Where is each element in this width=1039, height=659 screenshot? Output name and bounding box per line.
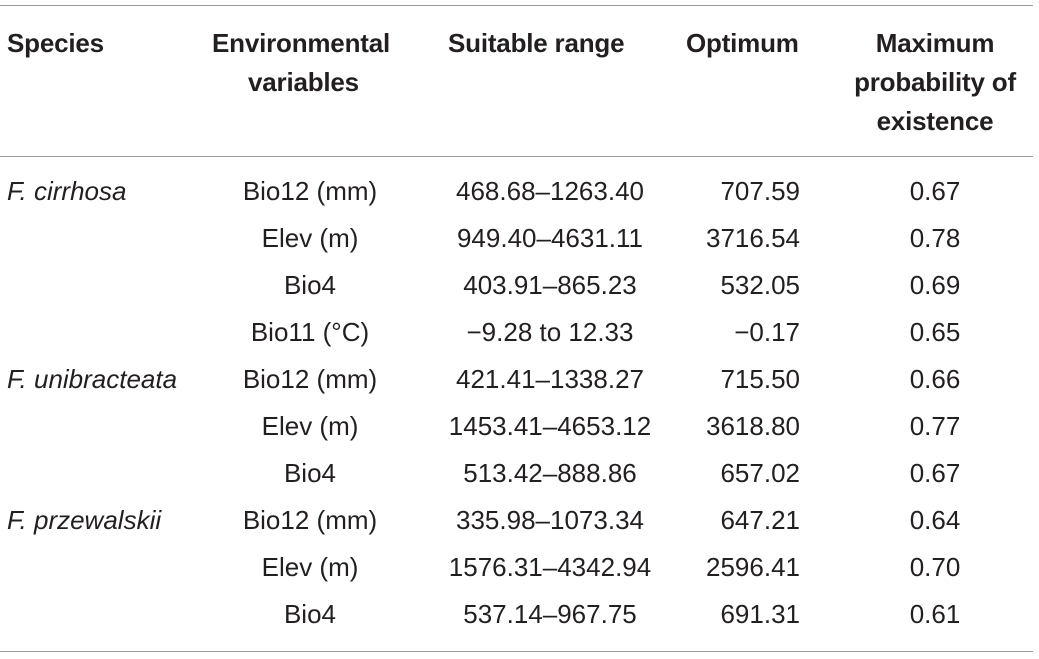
cell-suitable-range: 537.14–967.75 [463, 599, 637, 629]
table-row: F. unibracteata Bio12 (mm) 421.41–1338.27 7… [0, 356, 1039, 403]
cell-optimum: 657.02 [720, 458, 800, 488]
table-row: F. cirrhosa Bio12 (mm) 468.68–1263.40 707.5… [0, 168, 1039, 215]
header-maximum-probability: Maximum probability of existence [840, 24, 1030, 141]
cell-environmental-variable: Bio4 [283, 458, 337, 488]
header-max-line2: probability of [854, 67, 1016, 97]
table-row: Elev (m) 1453.41–4653.12 3618.80 0.77 [0, 403, 1039, 450]
cell-optimum: 707.59 [720, 176, 800, 206]
header-species: Species [7, 28, 104, 58]
cell-max-probability: 0.67 [909, 176, 961, 206]
cell-environmental-variable: Elev (m) [261, 411, 359, 441]
cell-suitable-range: 1576.31–4342.94 [448, 552, 652, 582]
cell-species: F. unibracteata [7, 364, 178, 394]
cell-max-probability: 0.64 [909, 505, 961, 535]
cell-max-probability: 0.61 [909, 599, 961, 629]
cell-optimum: 691.31 [720, 599, 800, 629]
cell-environmental-variable: Bio4 [283, 599, 337, 629]
table-row: Bio4 537.14–967.75 691.31 0.61 [0, 591, 1039, 638]
cell-environmental-variable: Bio12 (mm) [242, 176, 378, 206]
cell-suitable-range: 949.40–4631.11 [456, 223, 644, 253]
cell-species: F. przewalskii [7, 505, 162, 535]
cell-optimum: 647.21 [720, 505, 800, 535]
cell-suitable-range: −9.28 to 12.33 [466, 317, 634, 347]
header-suitable-range: Suitable range [448, 28, 625, 58]
cell-max-probability: 0.65 [909, 317, 961, 347]
table-row: Bio4 513.42–888.86 657.02 0.67 [0, 450, 1039, 497]
table-top-rule [0, 5, 1033, 6]
table-row: Elev (m) 1576.31–4342.94 2596.41 0.70 [0, 544, 1039, 591]
table-row: Bio11 (°C) −9.28 to 12.33 −0.17 0.65 [0, 309, 1039, 356]
header-env-line1: Environmental [212, 28, 390, 58]
cell-max-probability: 0.77 [909, 411, 961, 441]
cell-environmental-variable: Bio11 (°C) [250, 317, 370, 347]
cell-max-probability: 0.70 [909, 552, 961, 582]
cell-suitable-range: 468.68–1263.40 [456, 176, 644, 206]
cell-environmental-variable: Bio12 (mm) [242, 364, 378, 394]
table-row: Bio4 403.91–865.23 532.05 0.69 [0, 262, 1039, 309]
cell-environmental-variable: Elev (m) [261, 552, 359, 582]
header-max-line1: Maximum [875, 28, 995, 58]
header-optimum: Optimum [686, 28, 799, 58]
cell-environmental-variable: Bio4 [283, 270, 337, 300]
table-header-rule [0, 156, 1033, 157]
cell-environmental-variable: Bio12 (mm) [242, 505, 378, 535]
cell-optimum: −0.17 [734, 317, 800, 347]
header-environmental-variables: Environmental variables [212, 24, 412, 102]
cell-suitable-range: 513.42–888.86 [463, 458, 637, 488]
table-row: F. przewalskii Bio12 (mm) 335.98–1073.34 64… [0, 497, 1039, 544]
cell-suitable-range: 421.41–1338.27 [456, 364, 644, 394]
table-bottom-rule [0, 651, 1033, 652]
cell-optimum: 3716.54 [706, 223, 800, 253]
cell-max-probability: 0.78 [909, 223, 961, 253]
cell-optimum: 2596.41 [706, 552, 800, 582]
header-env-line2: variables [248, 67, 359, 97]
cell-max-probability: 0.69 [909, 270, 961, 300]
cell-optimum: 532.05 [720, 270, 800, 300]
cell-suitable-range: 335.98–1073.34 [456, 505, 644, 535]
cell-optimum: 715.50 [720, 364, 800, 394]
cell-max-probability: 0.66 [909, 364, 961, 394]
cell-optimum: 3618.80 [706, 411, 800, 441]
cell-suitable-range: 403.91–865.23 [463, 270, 637, 300]
cell-suitable-range: 1453.41–4653.12 [448, 411, 652, 441]
table-row: Elev (m) 949.40–4631.11 3716.54 0.78 [0, 215, 1039, 262]
cell-environmental-variable: Elev (m) [261, 223, 359, 253]
cell-max-probability: 0.67 [909, 458, 961, 488]
header-max-line3: existence [876, 106, 994, 136]
cell-species: F. cirrhosa [7, 176, 127, 206]
